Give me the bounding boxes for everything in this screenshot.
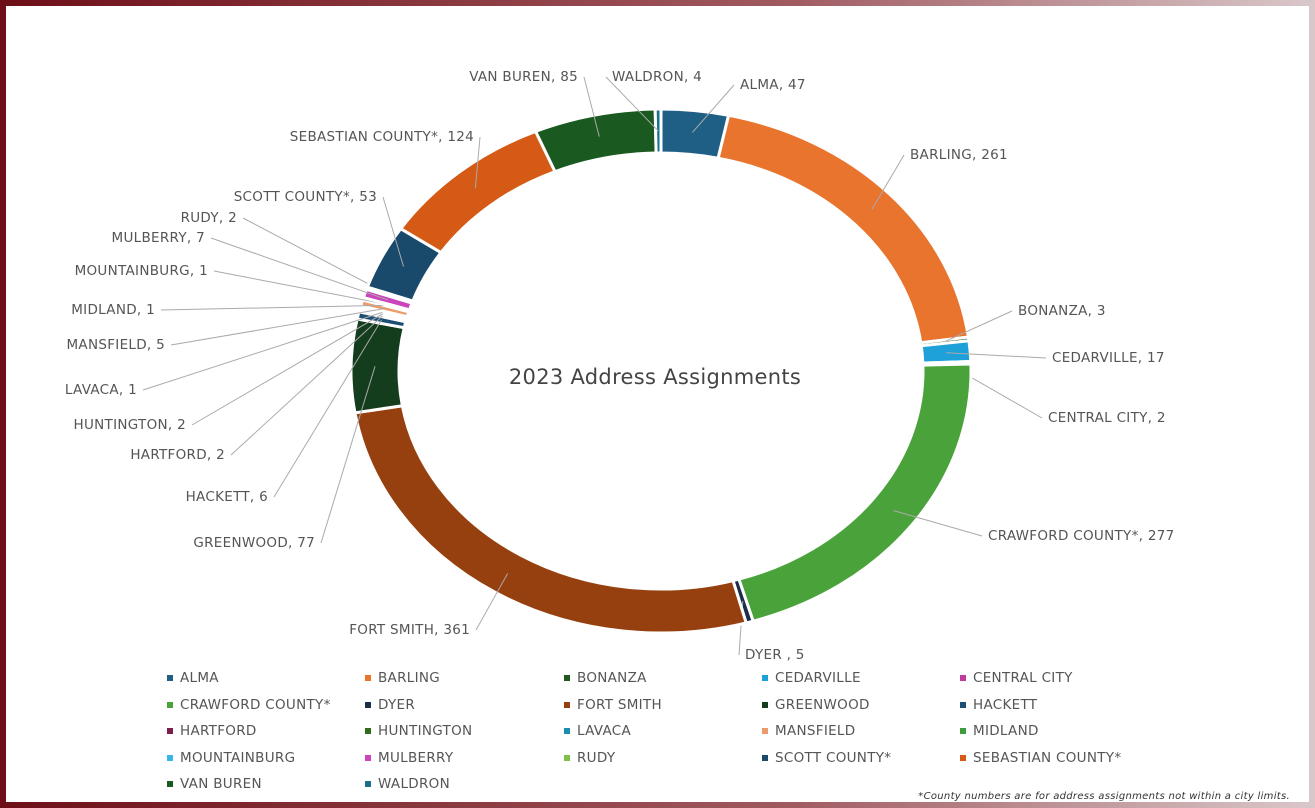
data-label: LAVACA, 1 — [65, 382, 137, 398]
legend-swatch — [167, 728, 173, 734]
legend-label: SEBASTIAN COUNTY* — [973, 750, 1121, 766]
donut-slice — [533, 107, 658, 174]
leader-line — [273, 319, 382, 498]
legend-label: RUDY — [577, 750, 616, 766]
legend-swatch — [365, 728, 371, 734]
data-label: BONANZA, 3 — [1018, 303, 1106, 319]
data-label: MULBERRY, 7 — [112, 230, 205, 246]
legend-label: CRAWFORD COUNTY* — [180, 697, 331, 713]
legend-swatch — [365, 702, 371, 708]
legend-label: WALDRON — [378, 776, 450, 792]
legend-swatch — [167, 781, 173, 787]
legend-swatch — [762, 702, 768, 708]
legend-swatch — [762, 675, 768, 681]
data-label: HACKETT, 6 — [186, 489, 268, 505]
legend-swatch — [167, 675, 173, 681]
data-label: FORT SMITH, 361 — [349, 622, 470, 638]
data-label: CENTRAL CITY, 2 — [1048, 410, 1166, 426]
data-label: VAN BUREN, 85 — [469, 69, 578, 85]
leader-line — [475, 573, 509, 631]
leader-line — [170, 308, 385, 346]
data-label: MANSFIELD, 5 — [66, 337, 165, 353]
data-label: CRAWFORD COUNTY*, 277 — [988, 528, 1175, 544]
data-label: SEBASTIAN COUNTY*, 124 — [290, 129, 474, 145]
leader-line — [191, 313, 384, 426]
footnote: *County numbers are for address assignme… — [918, 791, 1290, 802]
legend-label: SCOTT COUNTY* — [775, 750, 891, 766]
data-label: HUNTINGTON, 2 — [74, 417, 186, 433]
legend-label: CENTRAL CITY — [973, 670, 1073, 686]
legend-swatch — [564, 755, 570, 761]
data-label: BARLING, 261 — [910, 147, 1008, 163]
legend-swatch — [167, 755, 173, 761]
legend-label: HARTFORD — [180, 723, 257, 739]
data-label: WALDRON, 4 — [612, 69, 702, 85]
legend-label: MULBERRY — [378, 750, 454, 766]
donut-slice — [349, 317, 407, 415]
legend-swatch — [365, 675, 371, 681]
legend-swatch — [167, 702, 173, 708]
legend-label: ALMA — [180, 670, 219, 686]
data-label: CEDARVILLE, 17 — [1052, 350, 1165, 366]
legend-label: HACKETT — [973, 697, 1038, 713]
legend-label: MOUNTAINBURG — [180, 750, 295, 766]
leader-line — [242, 217, 390, 296]
data-label: RUDY, 2 — [181, 210, 237, 226]
legend-label: BARLING — [378, 670, 440, 686]
donut-slice — [353, 404, 749, 635]
leader-line — [474, 136, 481, 189]
legend-label: VAN BUREN — [180, 776, 262, 792]
leader-line — [871, 154, 905, 210]
donut-slice — [398, 129, 558, 255]
data-label: HARTFORD, 2 — [130, 447, 225, 463]
data-label: DYER , 5 — [745, 647, 805, 663]
data-label: MIDLAND, 1 — [71, 302, 155, 318]
legend-label: CEDARVILLE — [775, 670, 861, 686]
chart-title: 2023 Address Assignments — [509, 365, 801, 389]
legend-swatch — [960, 702, 966, 708]
legend-swatch — [960, 728, 966, 734]
legend-label: MANSFIELD — [775, 723, 855, 739]
legend-swatch — [762, 755, 768, 761]
data-label: GREENWOOD, 77 — [193, 535, 315, 551]
legend-swatch — [365, 755, 371, 761]
leader-line — [692, 84, 735, 133]
legend-swatch — [762, 728, 768, 734]
legend-label: BONANZA — [577, 670, 647, 686]
data-label: ALMA, 47 — [740, 77, 806, 93]
leader-line — [213, 270, 387, 305]
leader-line — [944, 310, 1013, 343]
leader-line — [160, 304, 386, 311]
leader-line — [210, 237, 388, 301]
leader-line — [382, 196, 404, 267]
leader-line — [605, 76, 659, 132]
leader-line — [230, 315, 384, 456]
legend-swatch — [564, 728, 570, 734]
leader-line — [893, 510, 983, 537]
legend-swatch — [564, 675, 570, 681]
leader-line — [320, 366, 376, 544]
legend-label: GREENWOOD — [775, 697, 870, 713]
legend-swatch — [365, 781, 371, 787]
legend-swatch — [960, 755, 966, 761]
leader-line — [583, 76, 600, 137]
data-label: SCOTT COUNTY*, 53 — [234, 189, 377, 205]
donut-slice — [736, 362, 973, 623]
legend-label: HUNTINGTON — [378, 723, 472, 739]
leader-line — [142, 311, 384, 391]
data-label: MOUNTAINBURG, 1 — [75, 263, 208, 279]
legend-swatch — [564, 702, 570, 708]
donut-slice — [919, 339, 973, 365]
legend-swatch — [960, 675, 966, 681]
leader-line — [946, 352, 1047, 359]
legend-label: FORT SMITH — [577, 697, 662, 713]
legend-label: MIDLAND — [973, 723, 1039, 739]
legend-label: DYER — [378, 697, 415, 713]
legend-label: LAVACA — [577, 723, 631, 739]
